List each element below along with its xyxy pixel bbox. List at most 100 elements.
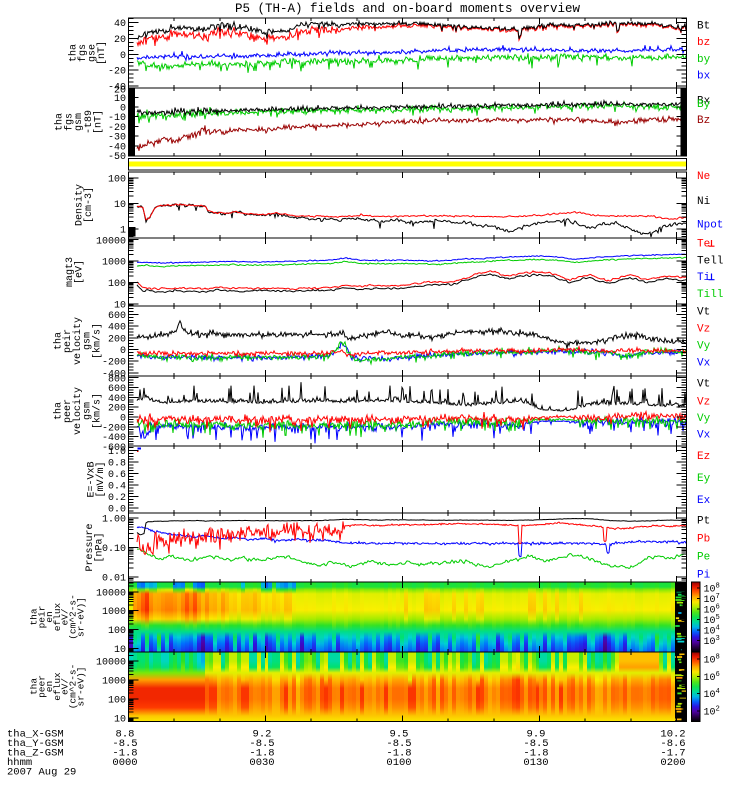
svg-text:tha_Z-GSM: tha_Z-GSM — [7, 748, 64, 760]
svg-text:0: 0 — [120, 346, 126, 357]
svg-text:en: en — [44, 681, 55, 692]
svg-text:Vy: Vy — [697, 341, 711, 353]
svg-text:10: 10 — [114, 714, 126, 725]
svg-text:[eV]: [eV] — [74, 260, 86, 284]
svg-text:-20: -20 — [108, 123, 126, 134]
svg-text:1000: 1000 — [102, 677, 126, 688]
svg-text:fgs: fgs — [63, 113, 75, 131]
svg-text:10000: 10000 — [96, 658, 126, 669]
svg-text:tha_X-GSM: tha_X-GSM — [7, 729, 64, 741]
svg-text:eflux: eflux — [52, 602, 63, 631]
svg-text:100: 100 — [108, 279, 126, 290]
svg-text:-10: -10 — [108, 113, 126, 124]
svg-text:Ey: Ey — [697, 473, 711, 485]
svg-text:0.2: 0.2 — [108, 493, 126, 504]
svg-text:peer: peer — [36, 675, 47, 698]
svg-text:bz: bz — [697, 37, 710, 49]
svg-text:0.4: 0.4 — [108, 482, 126, 493]
svg-text:0.0: 0.0 — [108, 505, 126, 516]
svg-text:(cm^2-s-: (cm^2-s- — [68, 664, 79, 710]
svg-text:by: by — [697, 54, 711, 66]
svg-text:Vt: Vt — [697, 379, 710, 391]
svg-text:[km/s]: [km/s] — [91, 323, 103, 359]
svg-text:Bz: Bz — [697, 115, 710, 127]
svg-text:400: 400 — [108, 323, 126, 334]
svg-text:Tell: Tell — [697, 255, 723, 267]
svg-text:(cm^2-s-: (cm^2-s- — [68, 594, 79, 640]
svg-text:-8.5: -8.5 — [112, 738, 137, 750]
svg-text:9.2: 9.2 — [253, 729, 272, 741]
svg-text:[nT]: [nT] — [93, 110, 105, 134]
svg-text:100: 100 — [108, 175, 126, 186]
svg-text:-1.8: -1.8 — [523, 748, 548, 760]
svg-text:peir: peir — [62, 329, 74, 353]
svg-text:0100: 0100 — [386, 757, 411, 769]
svg-text:9.9: 9.9 — [527, 729, 546, 741]
svg-text:peer: peer — [63, 399, 74, 423]
svg-text:1.00: 1.00 — [102, 515, 126, 526]
svg-text:9.5: 9.5 — [390, 729, 409, 741]
svg-text:-8.6: -8.6 — [660, 738, 685, 750]
svg-text:0030: 0030 — [249, 757, 274, 769]
svg-text:[km/s]: [km/s] — [91, 393, 103, 429]
svg-text:Vx: Vx — [697, 430, 711, 442]
svg-text:-40: -40 — [108, 142, 126, 153]
svg-text:0: 0 — [120, 51, 126, 62]
svg-text:E=-VxB: E=-VxB — [87, 461, 98, 497]
svg-text:2007 Aug 29: 2007 Aug 29 — [7, 767, 76, 779]
svg-text:P5 (TH-A) fields and on-board: P5 (TH-A) fields and on-board moments ov… — [235, 2, 581, 16]
svg-text:-50: -50 — [108, 152, 126, 163]
svg-text:Pe: Pe — [697, 552, 710, 564]
svg-text:-1.8: -1.8 — [386, 748, 411, 760]
svg-text:Npot: Npot — [697, 219, 723, 231]
svg-text:-8.5: -8.5 — [386, 738, 411, 750]
svg-text:Vz: Vz — [697, 397, 710, 409]
svg-text:-t89: -t89 — [84, 110, 95, 134]
svg-text:-20: -20 — [108, 67, 126, 78]
svg-text:0200: 0200 — [660, 757, 685, 769]
svg-text:0.10: 0.10 — [102, 544, 126, 555]
svg-text:sr-eV)]: sr-eV)] — [75, 597, 86, 637]
svg-text:-1.8: -1.8 — [249, 748, 274, 760]
svg-text:10: 10 — [114, 301, 126, 312]
svg-text:800: 800 — [108, 375, 126, 386]
svg-text:10: 10 — [114, 200, 126, 211]
svg-text:10.2: 10.2 — [660, 729, 685, 741]
svg-text:10000: 10000 — [96, 588, 126, 599]
svg-text:600: 600 — [108, 311, 126, 322]
svg-text:Vz: Vz — [697, 324, 710, 336]
svg-text:-200: -200 — [102, 423, 126, 434]
svg-text:Vy: Vy — [697, 413, 711, 425]
svg-text:en: en — [44, 611, 55, 622]
svg-text:gsm: gsm — [83, 332, 94, 350]
svg-text:-600: -600 — [102, 443, 126, 454]
svg-text:20: 20 — [114, 35, 126, 46]
svg-text:Ne: Ne — [697, 171, 710, 183]
svg-text:20: 20 — [114, 85, 126, 96]
svg-text:200: 200 — [108, 334, 126, 345]
svg-text:fgs: fgs — [77, 44, 89, 62]
svg-text:Pi: Pi — [697, 570, 711, 582]
svg-text:peir: peir — [36, 606, 47, 629]
svg-text:Pb: Pb — [697, 534, 710, 546]
svg-text:[nT]: [nT] — [96, 41, 108, 65]
svg-text:hhmm: hhmm — [7, 757, 32, 769]
svg-text:1000: 1000 — [102, 607, 126, 618]
svg-text:tha: tha — [53, 402, 65, 420]
svg-text:0: 0 — [120, 414, 126, 425]
svg-text:1.0: 1.0 — [108, 447, 126, 458]
svg-text:Till: Till — [697, 289, 723, 301]
svg-text:-8.5: -8.5 — [249, 738, 274, 750]
svg-text:10: 10 — [114, 94, 126, 105]
svg-text:tha_Y-GSM: tha_Y-GSM — [7, 738, 64, 750]
svg-text:magt3: magt3 — [65, 257, 76, 287]
svg-text:bx: bx — [697, 71, 711, 83]
svg-text:Density: Density — [74, 184, 86, 226]
svg-text:1000: 1000 — [102, 258, 126, 269]
svg-text:-400: -400 — [102, 369, 126, 380]
svg-text:Bt: Bt — [697, 21, 710, 33]
svg-text:tha: tha — [54, 113, 66, 131]
svg-text:Pressure: Pressure — [85, 523, 96, 571]
svg-text:-40: -40 — [108, 83, 126, 94]
svg-text:[nPa]: [nPa] — [94, 532, 106, 562]
